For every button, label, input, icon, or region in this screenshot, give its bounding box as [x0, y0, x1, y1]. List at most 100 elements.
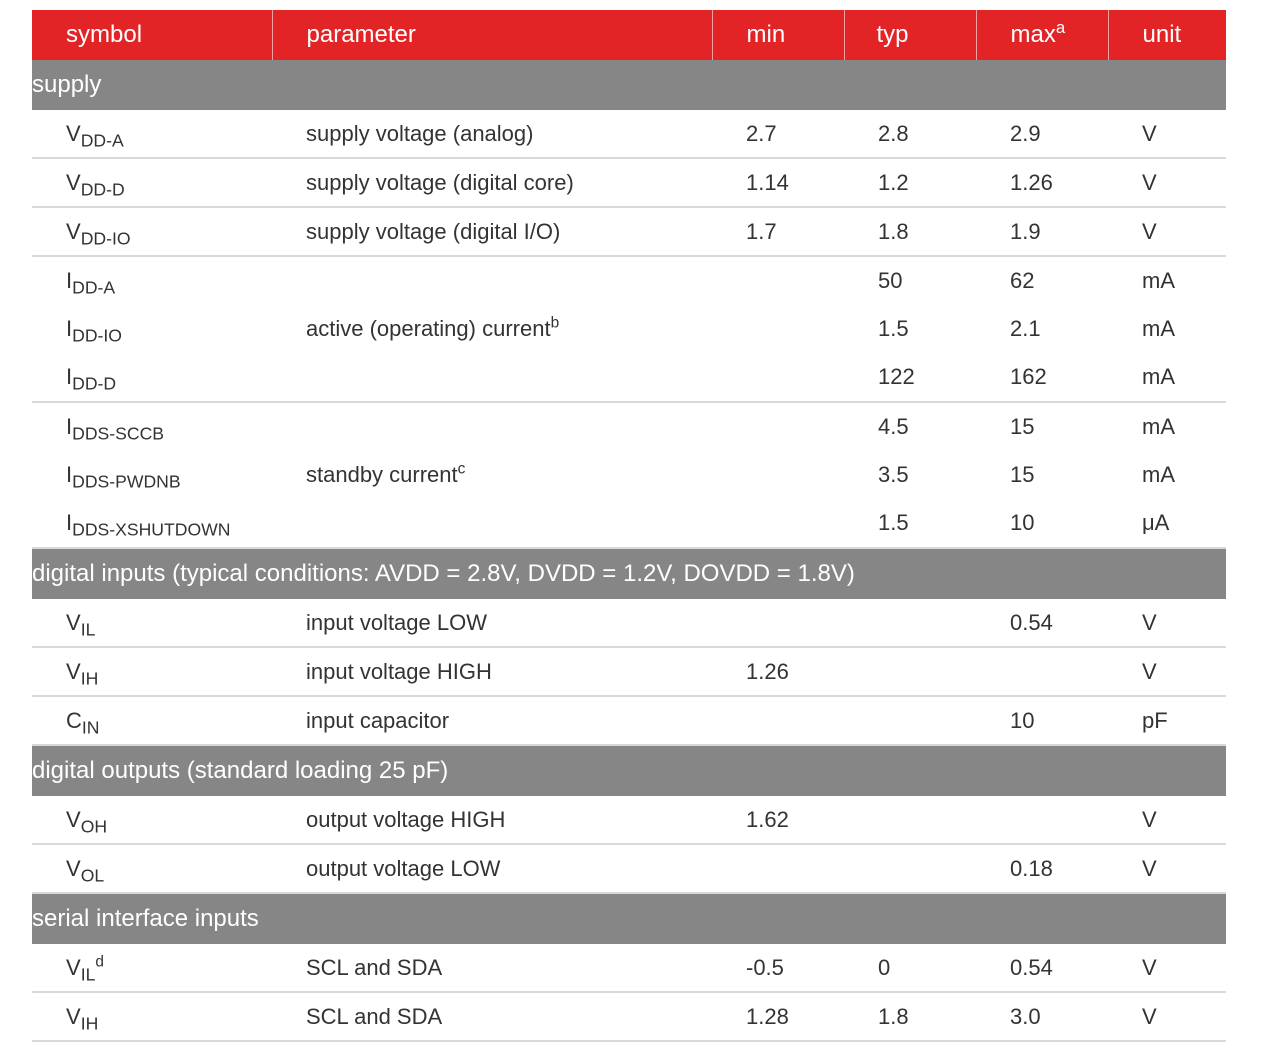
max-cell: 62	[1010, 268, 1035, 293]
table-row: VIL input voltage LOW 0.54 V	[32, 599, 1226, 648]
symbol-letter: V	[66, 169, 81, 195]
header-typ: typ	[844, 10, 977, 60]
parameter-cell: output voltage LOW	[272, 844, 712, 894]
header-unit: unit	[1108, 10, 1226, 60]
header-row: symbol parameter min typ maxa unit	[32, 10, 1226, 60]
table-row: IDDS-SCCB standby currentc 4.5 15 mA	[32, 402, 1226, 549]
symbol-letter: V	[66, 855, 81, 881]
symbol-cell: IDD-A	[32, 256, 272, 305]
typ-cell	[844, 696, 976, 746]
max-cell: 0.18	[976, 844, 1108, 894]
typ-cell: 1.8	[844, 992, 976, 1042]
symbol-subscript: IN	[81, 716, 100, 737]
symbol-subscript: DDS-SCCB	[72, 423, 165, 444]
unit-cell: V	[1108, 992, 1226, 1042]
unit-cell: V	[1108, 207, 1226, 257]
unit-cell: V	[1108, 944, 1226, 993]
symbol-cell: VIH	[32, 992, 272, 1042]
symbol-cell: CIN	[32, 696, 272, 746]
max-cell: 2.9	[976, 110, 1108, 159]
min-cell: 1.26	[712, 647, 844, 697]
symbol-cell: IDDS-PWDNB	[32, 451, 272, 499]
symbol-cell: VIH	[32, 647, 272, 697]
header-max: maxa	[976, 10, 1109, 60]
symbol-cell: VILd	[32, 944, 272, 993]
typ-cell: 4.5	[878, 414, 909, 439]
table-row: VIH input voltage HIGH 1.26 V	[32, 647, 1226, 697]
parameter-label: standby current	[306, 462, 458, 487]
parameter-cell: supply voltage (analog)	[272, 110, 712, 159]
unit-cell: μA	[1108, 499, 1226, 549]
typ-cell: 122	[844, 353, 976, 403]
max-cell: 15	[1010, 414, 1035, 439]
symbol-subscript: DDS-PWDNB	[72, 471, 181, 492]
symbol-subscript: DD-IO	[72, 325, 122, 346]
symbol-letter: C	[66, 707, 82, 733]
symbol-letter: V	[66, 609, 81, 635]
unit-cell: V	[1108, 844, 1226, 894]
typ-cell	[844, 796, 976, 845]
typ-cell	[844, 599, 976, 648]
max-cell: 3.0	[976, 992, 1108, 1042]
parameter-cell: supply voltage (digital core)	[272, 158, 712, 208]
parameter-cell: SCL and SDA	[272, 944, 712, 993]
table-row: VILd SCL and SDA -0.5 0 0.54 V	[32, 944, 1226, 993]
symbol-letter: I	[66, 316, 73, 341]
section-row: serial interface inputs	[32, 893, 1226, 944]
max-cell: 1.26	[976, 158, 1108, 208]
max-cell: 0.54	[976, 599, 1108, 648]
symbol-letter: I	[66, 510, 73, 535]
min-cell: 1.7	[712, 207, 844, 257]
typ-cell: 50	[878, 268, 903, 293]
min-cell	[712, 599, 844, 648]
symbol-letter: V	[66, 1003, 81, 1029]
symbol-subscript: IH	[80, 667, 99, 688]
parameter-cell: input voltage HIGH	[272, 647, 712, 697]
min-cell: 1.28	[712, 992, 844, 1042]
typ-cell: 1.8	[844, 207, 976, 257]
unit-cell: mA	[1142, 462, 1175, 487]
table-row: VDD-A supply voltage (analog) 2.7 2.8 2.9 V	[32, 110, 1226, 159]
table-row: IDD-A active (operating) currentb 50 62 mA	[32, 256, 1226, 403]
min-cell	[712, 402, 844, 451]
typ-cell: 3.5	[878, 462, 909, 487]
unit-cell: mA	[1108, 353, 1226, 403]
table-row: VOH output voltage HIGH 1.62 V	[32, 796, 1226, 845]
symbol-subscript: DD-A	[80, 129, 124, 150]
max-cell	[976, 796, 1108, 845]
section-row: digital outputs (standard loading 25 pF)	[32, 745, 1226, 796]
section-title: supply	[32, 60, 1226, 110]
typ-cell: 2.8	[844, 110, 976, 159]
symbol-subscript: IH	[80, 1012, 99, 1033]
parameter-cell: supply voltage (digital I/O)	[272, 207, 712, 257]
header-parameter: parameter	[272, 10, 713, 60]
symbol-footnote: d	[95, 953, 104, 971]
table-body: symbol parameter min typ maxa unit suppl…	[32, 10, 1226, 1042]
symbol-subscript: IL	[80, 618, 96, 639]
symbol-cell: IDDS-XSHUTDOWN	[32, 499, 272, 549]
max-cell: 2.1	[1010, 316, 1041, 341]
symbol-cell: VDD-D	[32, 158, 272, 208]
symbol-letter: V	[66, 658, 81, 684]
symbol-letter: V	[66, 120, 81, 146]
max-cell: 162	[976, 353, 1108, 403]
symbol-cell: IDD-D	[32, 353, 272, 403]
symbol-subscript: OL	[80, 864, 105, 885]
unit-cell: V	[1108, 158, 1226, 208]
unit-cell: V	[1108, 647, 1226, 697]
unit-cell: pF	[1108, 696, 1226, 746]
symbol-cell: VIL	[32, 599, 272, 648]
symbol-subscript: DD-A	[72, 277, 116, 298]
min-cell: 2.7	[712, 110, 844, 159]
symbol-cell: VDD-IO	[32, 207, 272, 257]
max-cell: 0.54	[976, 944, 1108, 993]
min-cell: -0.5	[712, 944, 844, 993]
typ-cell	[844, 647, 976, 697]
unit-cell: V	[1108, 796, 1226, 845]
unit-cell: V	[1108, 110, 1226, 159]
max-cell: 10	[976, 696, 1108, 746]
symbol-letter: I	[66, 364, 73, 389]
symbol-subscript: IL	[80, 963, 96, 984]
symbol-letter: I	[66, 268, 73, 293]
min-cell	[712, 451, 844, 499]
